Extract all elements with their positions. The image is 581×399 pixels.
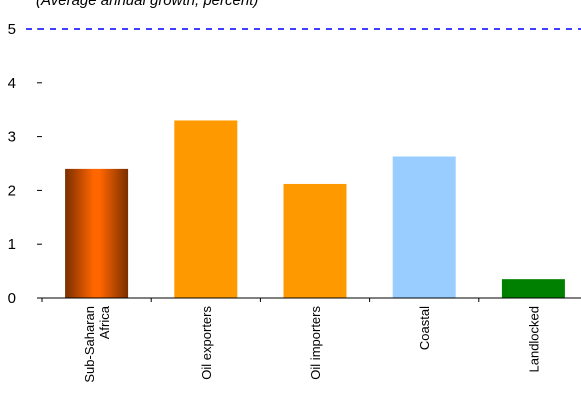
y-tick-label: 4	[8, 75, 16, 92]
x-category-label: Landlocked	[526, 306, 541, 373]
x-category-label-line: Coastal	[417, 306, 432, 350]
x-category-label: Sub-Saharan Africa	[82, 305, 112, 382]
x-category-label: Oil importers	[308, 306, 323, 380]
y-tick-label: 5	[8, 21, 16, 38]
y-tick-label: 2	[8, 182, 16, 199]
bars	[65, 120, 565, 299]
x-category-label-line: Landlocked	[526, 306, 541, 373]
y-tick-label: 0	[8, 290, 16, 307]
bar-4	[501, 279, 565, 298]
bar-1	[174, 120, 238, 299]
bar-2	[283, 183, 347, 298]
bar-0	[65, 168, 129, 298]
bar-3	[392, 156, 456, 298]
x-category-label: Coastal	[417, 306, 432, 350]
chart-subtitle: (Average annual growth, percent)	[36, 0, 258, 9]
y-axis: 0 1 2 3 4 5	[8, 21, 42, 307]
x-axis: Sub-Saharan Africa Oil exporters Oil import…	[41, 297, 581, 383]
y-tick-label: 1	[8, 236, 16, 253]
x-category-label-line: Sub-Saharan	[82, 306, 97, 383]
x-category-label-line: Oil exporters	[199, 306, 214, 380]
x-category-label-line: Africa	[97, 305, 112, 339]
x-category-label: Oil exporters	[199, 306, 214, 380]
x-category-label-line: Oil importers	[308, 306, 323, 380]
y-tick-label: 3	[8, 129, 16, 146]
